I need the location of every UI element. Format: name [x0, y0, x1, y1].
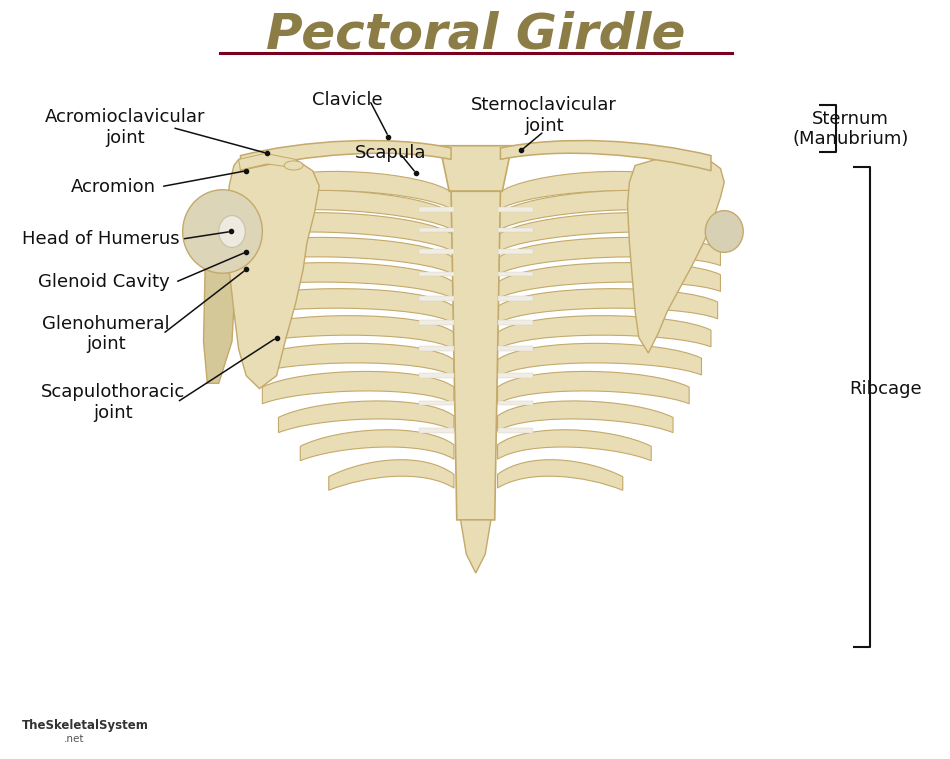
PathPatch shape [498, 288, 717, 323]
PathPatch shape [278, 401, 454, 433]
PathPatch shape [329, 460, 454, 490]
Text: .net: .net [64, 733, 85, 744]
Text: Ribcage: Ribcage [849, 380, 922, 398]
PathPatch shape [248, 191, 454, 231]
Bar [419, 228, 454, 232]
Text: TheSkeletalSystem: TheSkeletalSystem [23, 719, 149, 732]
Polygon shape [628, 153, 724, 353]
Text: Sternoclavicular
joint: Sternoclavicular joint [471, 96, 617, 135]
Ellipse shape [705, 211, 743, 252]
Bar [419, 373, 454, 378]
Bar [498, 296, 533, 301]
PathPatch shape [250, 343, 454, 376]
Bar [419, 249, 454, 254]
PathPatch shape [498, 343, 701, 376]
PathPatch shape [498, 213, 714, 252]
Bar [419, 272, 454, 276]
Bar [419, 401, 454, 405]
PathPatch shape [240, 140, 451, 171]
PathPatch shape [231, 263, 454, 299]
PathPatch shape [498, 316, 711, 349]
Text: Scapula: Scapula [354, 144, 427, 162]
Bar [419, 296, 454, 301]
PathPatch shape [501, 140, 711, 171]
Polygon shape [440, 146, 512, 191]
Bar [498, 249, 533, 254]
Text: Clavicle: Clavicle [313, 91, 383, 109]
PathPatch shape [498, 191, 703, 231]
Bar [498, 428, 533, 433]
Bar [498, 373, 533, 378]
Text: Glenohumeral
joint: Glenohumeral joint [42, 314, 170, 354]
PathPatch shape [498, 430, 651, 461]
Ellipse shape [182, 190, 262, 273]
PathPatch shape [262, 172, 454, 210]
PathPatch shape [498, 238, 720, 275]
Bar [419, 320, 454, 325]
PathPatch shape [231, 238, 454, 275]
Bar [498, 320, 533, 325]
Text: Acromioclavicular
joint: Acromioclavicular joint [45, 108, 205, 147]
Polygon shape [238, 153, 300, 170]
PathPatch shape [498, 401, 673, 433]
Text: Sternum
(Manubrium): Sternum (Manubrium) [792, 109, 908, 149]
Bar [419, 346, 454, 351]
Polygon shape [227, 153, 319, 389]
Bar [498, 346, 533, 351]
PathPatch shape [237, 213, 454, 252]
PathPatch shape [498, 172, 689, 210]
Text: Glenoid Cavity: Glenoid Cavity [38, 273, 170, 291]
Bar [498, 272, 533, 276]
Bar [419, 428, 454, 433]
Polygon shape [203, 253, 237, 383]
Polygon shape [461, 520, 491, 573]
Ellipse shape [218, 216, 245, 247]
Polygon shape [451, 191, 501, 520]
Text: Scapulothoracic
joint: Scapulothoracic joint [41, 383, 185, 422]
Bar [419, 207, 454, 212]
Text: Acromion: Acromion [71, 178, 156, 196]
Bar [498, 228, 533, 232]
Text: Pectoral Girdle: Pectoral Girdle [266, 10, 686, 58]
Bar [498, 401, 533, 405]
PathPatch shape [262, 371, 454, 404]
PathPatch shape [300, 430, 454, 461]
PathPatch shape [498, 371, 689, 404]
PathPatch shape [498, 263, 720, 299]
Text: Head of Humerus: Head of Humerus [22, 230, 180, 248]
PathPatch shape [234, 288, 454, 323]
Ellipse shape [284, 161, 303, 170]
PathPatch shape [498, 460, 623, 490]
Bar [498, 207, 533, 212]
PathPatch shape [240, 316, 454, 349]
